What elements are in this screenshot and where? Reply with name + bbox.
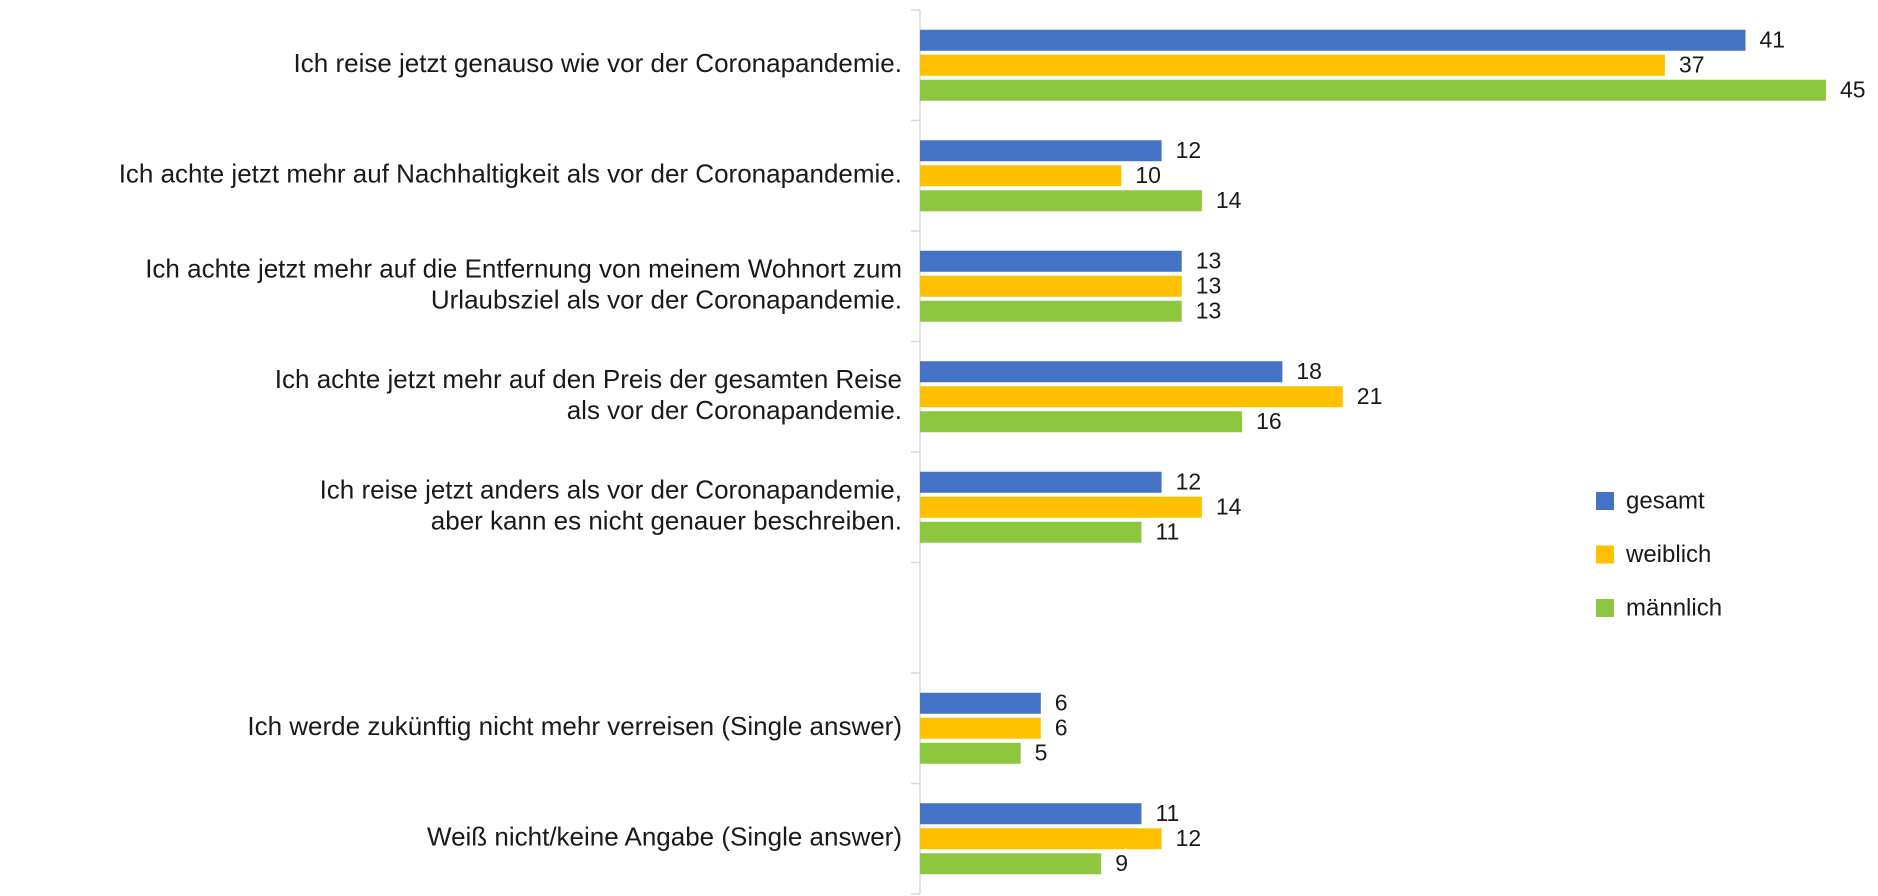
category-label: Ich achte jetzt mehr auf Nachhaltigkeit … [119,159,902,189]
bar [920,300,1182,322]
value-label: 18 [1296,358,1322,384]
bar [920,29,1746,51]
value-label: 13 [1196,272,1222,298]
value-label: 45 [1840,76,1866,102]
value-label: 5 [1035,739,1048,765]
value-label: 14 [1216,493,1242,519]
value-label: 14 [1216,187,1242,213]
value-label: 6 [1055,689,1068,715]
category-label: Ich achte jetzt mehr auf den Preis der g… [275,364,902,394]
value-label: 37 [1679,51,1705,77]
value-label: 12 [1176,468,1202,494]
bar [920,140,1162,162]
bar [920,496,1202,518]
value-label: 12 [1176,137,1202,163]
value-label: 16 [1256,408,1282,434]
value-label: 11 [1155,800,1179,826]
bar [920,361,1283,383]
legend-label: weiblich [1625,541,1711,568]
bar [920,471,1162,493]
bar [920,411,1243,433]
value-label: 13 [1196,297,1222,323]
value-label: 41 [1759,26,1785,52]
bar [920,803,1142,825]
value-label: 9 [1115,850,1128,876]
legend-label: männlich [1626,594,1722,621]
category-label: Ich reise jetzt genauso wie vor der Coro… [294,48,902,78]
bar [920,54,1665,76]
legend-swatch [1596,545,1614,564]
bar [920,275,1182,297]
category-label: Ich reise jetzt anders als vor der Coron… [320,475,902,505]
category-label: Ich achte jetzt mehr auf die Entfernung … [145,254,902,284]
bar [920,386,1343,408]
bar [920,717,1041,739]
legend-swatch [1596,492,1614,510]
bar [920,79,1826,101]
category-label: Ich werde zukünftig nicht mehr verreisen… [247,711,902,741]
bar [920,692,1041,714]
bar [920,742,1021,764]
category-label: aber kann es nicht genauer beschreiben. [431,506,902,536]
bar [920,828,1162,850]
value-label: 13 [1196,247,1222,273]
bar [920,853,1102,875]
value-label: 11 [1155,518,1179,544]
bar [920,250,1182,272]
bar [920,521,1142,543]
category-label: Urlaubsziel als vor der Coronapandemie. [431,285,902,315]
value-label: 10 [1135,162,1161,188]
value-label: 12 [1176,825,1202,851]
value-label: 21 [1357,383,1383,409]
legend-label: gesamt [1626,487,1705,514]
bar [920,190,1202,212]
category-label: als vor der Coronapandemie. [567,395,902,425]
bar [920,165,1122,187]
legend-swatch [1596,599,1614,617]
category-label: Weiß nicht/keine Angabe (Single answer) [427,822,902,852]
value-label: 6 [1055,714,1068,740]
